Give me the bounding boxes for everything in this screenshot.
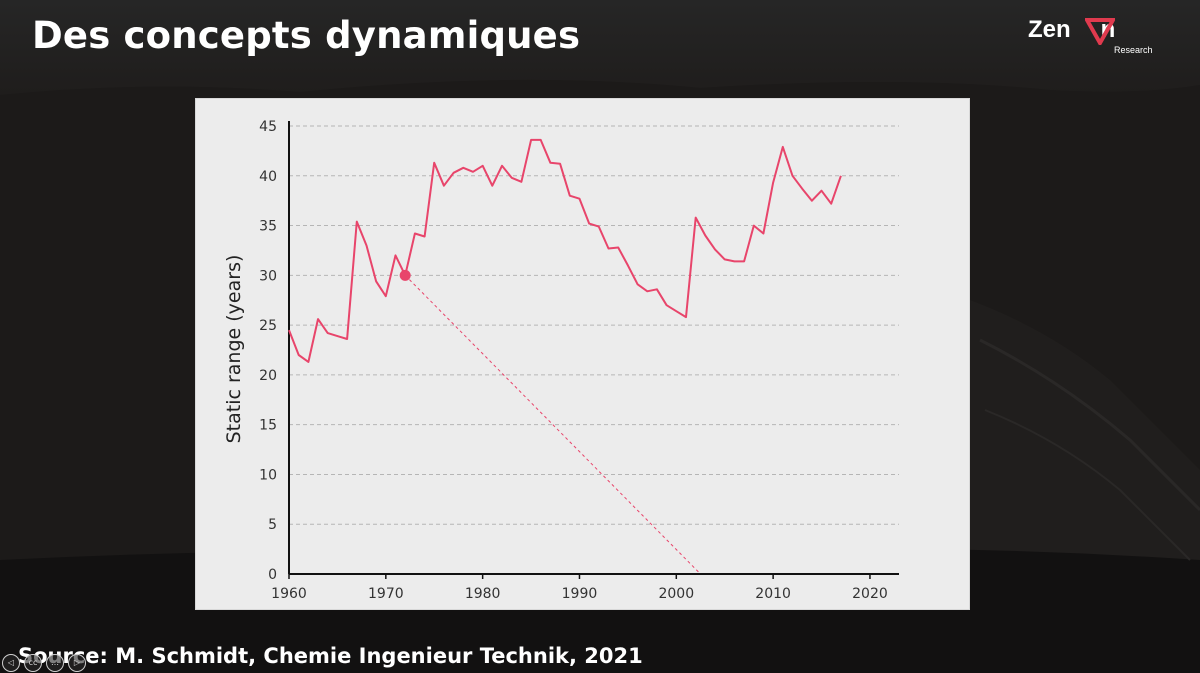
y-tick-label: 15 bbox=[259, 418, 277, 434]
y-tick-label: 10 bbox=[259, 467, 277, 483]
data-point-1994 bbox=[616, 245, 620, 249]
data-point-1976 bbox=[442, 184, 446, 188]
data-point-1986 bbox=[539, 138, 543, 142]
data-point-1969 bbox=[374, 279, 378, 283]
data-point-1993 bbox=[607, 246, 611, 250]
player-controls: ◁ cc… ▷ bbox=[0, 651, 110, 673]
prev-control[interactable]: ◁ bbox=[2, 654, 20, 672]
data-point-1974 bbox=[423, 235, 427, 239]
x-tick-label: 1960 bbox=[271, 586, 307, 602]
data-point-1967 bbox=[355, 220, 359, 224]
data-point-1998 bbox=[655, 287, 659, 291]
data-point-1985 bbox=[529, 138, 533, 142]
data-point-2005 bbox=[723, 257, 727, 261]
y-tick-label: 0 bbox=[268, 567, 277, 583]
x-tick-label: 1980 bbox=[465, 586, 501, 602]
y-axis-label: Static range (years) bbox=[223, 255, 245, 444]
data-point-2011 bbox=[781, 145, 785, 149]
data-point-1975 bbox=[432, 161, 436, 165]
data-point-1968 bbox=[364, 243, 368, 247]
data-point-1988 bbox=[558, 162, 562, 166]
data-point-1979 bbox=[471, 170, 475, 174]
data-point-1990 bbox=[577, 197, 581, 201]
y-tick-label: 30 bbox=[259, 268, 277, 284]
data-point-1995 bbox=[626, 263, 630, 267]
data-point-1991 bbox=[587, 222, 591, 226]
y-tick-label: 20 bbox=[259, 368, 277, 384]
data-point-1977 bbox=[452, 171, 456, 175]
data-point-2012 bbox=[790, 174, 794, 178]
data-point-2003 bbox=[703, 234, 707, 238]
data-point-1964 bbox=[326, 331, 330, 335]
data-point-1960 bbox=[287, 328, 291, 332]
chart-card: 0 5 10 15 20 25 30 35 40 45 1960 1970 1980 1990 2000 20… bbox=[195, 98, 970, 610]
x-tick-label: 1970 bbox=[368, 586, 404, 602]
data-point-2010 bbox=[771, 181, 775, 185]
static-range-series-line bbox=[288, 138, 842, 363]
data-point-1999 bbox=[665, 303, 669, 307]
data-point-2009 bbox=[761, 232, 765, 236]
data-point-1978 bbox=[461, 166, 465, 170]
data-point-2000 bbox=[674, 309, 678, 313]
x-tick-label: 2000 bbox=[658, 586, 694, 602]
highlight-point-1972 bbox=[399, 269, 411, 281]
data-point-1962 bbox=[306, 360, 310, 364]
data-point-2014 bbox=[810, 199, 814, 203]
y-tick-label: 40 bbox=[259, 169, 277, 185]
data-point-1980 bbox=[481, 164, 485, 168]
data-point-2013 bbox=[800, 187, 804, 191]
data-point-1963 bbox=[316, 317, 320, 321]
static-range-chart: 0 5 10 15 20 25 30 35 40 45 1960 1970 1980 1990 2000 20… bbox=[223, 119, 899, 602]
slide-title: Des concepts dynamiques bbox=[32, 14, 581, 57]
data-point-1996 bbox=[636, 282, 640, 286]
data-point-2015 bbox=[820, 189, 824, 193]
data-point-1971 bbox=[394, 253, 398, 257]
data-point-1973 bbox=[413, 232, 417, 236]
data-point-1997 bbox=[645, 289, 649, 293]
data-point-2016 bbox=[829, 202, 833, 206]
data-point-2001 bbox=[684, 315, 688, 319]
data-point-1961 bbox=[297, 353, 301, 357]
zenon-research-logo: Zen n Research bbox=[1028, 16, 1158, 62]
logo-subtitle: Research bbox=[1114, 45, 1153, 55]
next-control[interactable]: ▷ bbox=[68, 654, 86, 672]
x-tick-label: 1990 bbox=[562, 586, 598, 602]
data-point-2004 bbox=[713, 247, 717, 251]
x-tick-label: 2010 bbox=[755, 586, 791, 602]
data-point-2007 bbox=[742, 259, 746, 263]
data-point-1970 bbox=[384, 294, 388, 298]
data-point-1992 bbox=[597, 225, 601, 229]
data-point-2006 bbox=[732, 259, 736, 263]
settings-control[interactable]: … bbox=[46, 654, 64, 672]
data-point-1983 bbox=[510, 176, 514, 180]
x-tick-label: 2020 bbox=[852, 586, 888, 602]
logo-wordmark-start: Zen bbox=[1028, 16, 1071, 43]
data-point-1982 bbox=[500, 164, 504, 168]
data-point-2017 bbox=[839, 174, 843, 178]
y-tick-label: 45 bbox=[259, 119, 277, 135]
y-tick-label: 5 bbox=[268, 517, 277, 533]
data-point-2002 bbox=[694, 216, 698, 220]
data-point-1965 bbox=[335, 334, 339, 338]
data-point-1987 bbox=[548, 161, 552, 165]
source-citation: Source: M. Schmidt, Chemie Ingenieur Tec… bbox=[18, 644, 643, 668]
data-point-1966 bbox=[345, 337, 349, 341]
data-point-1984 bbox=[519, 180, 523, 184]
y-tick-label: 25 bbox=[259, 318, 277, 334]
y-tick-label: 35 bbox=[259, 219, 277, 235]
projection-line bbox=[404, 274, 701, 575]
data-point-1981 bbox=[490, 184, 494, 188]
logo-triangle-icon bbox=[1085, 18, 1115, 45]
data-point-2008 bbox=[752, 224, 756, 228]
captions-control[interactable]: cc bbox=[24, 654, 42, 672]
data-point-1989 bbox=[568, 194, 572, 198]
